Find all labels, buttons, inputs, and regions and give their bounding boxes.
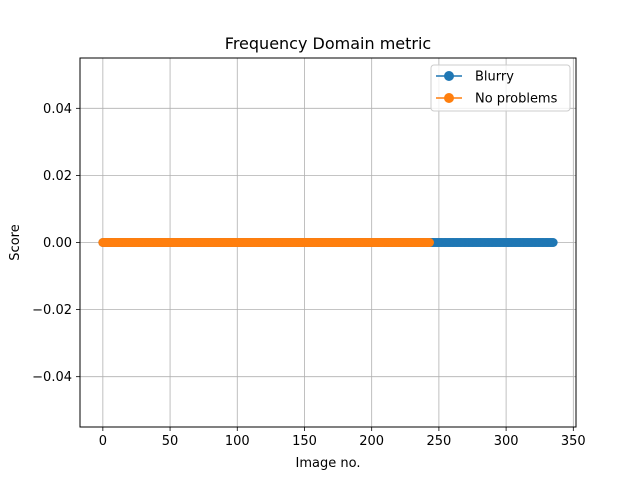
- series-no-problems: [98, 238, 434, 247]
- y-tick-label: 0.00: [43, 236, 72, 251]
- x-tick-label: 0: [99, 434, 107, 449]
- y-tick-label: 0.02: [43, 169, 72, 184]
- legend-swatch-marker: [444, 71, 454, 81]
- legend-entry-blurry: Blurry: [436, 70, 514, 85]
- chart-title: Frequency Domain metric: [225, 34, 431, 53]
- x-tick-label: 350: [561, 434, 586, 449]
- legend-label: Blurry: [475, 70, 514, 85]
- y-tick-label: 0.04: [43, 102, 72, 117]
- x-tick-label: 250: [426, 434, 451, 449]
- legend-label: No problems: [475, 92, 558, 107]
- legend-entry-no-problems: No problems: [436, 92, 558, 107]
- data-point: [424, 238, 434, 247]
- data-point: [548, 238, 558, 247]
- x-tick-label: 200: [359, 434, 384, 449]
- ticks: 0 50 100 150 200 250 300 350 −0.04 −0.02 0.00 0.02 0…: [32, 102, 586, 449]
- legend-box: [430, 64, 571, 112]
- x-tick-label: 50: [162, 434, 179, 449]
- x-axis-label: Image no.: [296, 456, 361, 471]
- legend-swatch-marker: [444, 93, 454, 103]
- x-tick-label: 100: [225, 434, 250, 449]
- y-axis-label: Score: [8, 224, 23, 260]
- x-tick-label: 150: [292, 434, 317, 449]
- y-tick-label: −0.04: [32, 370, 72, 385]
- series-layer: [98, 238, 558, 247]
- legend: Blurry No problems: [430, 64, 571, 112]
- y-tick-label: −0.02: [32, 303, 72, 318]
- x-tick-label: 300: [494, 434, 519, 449]
